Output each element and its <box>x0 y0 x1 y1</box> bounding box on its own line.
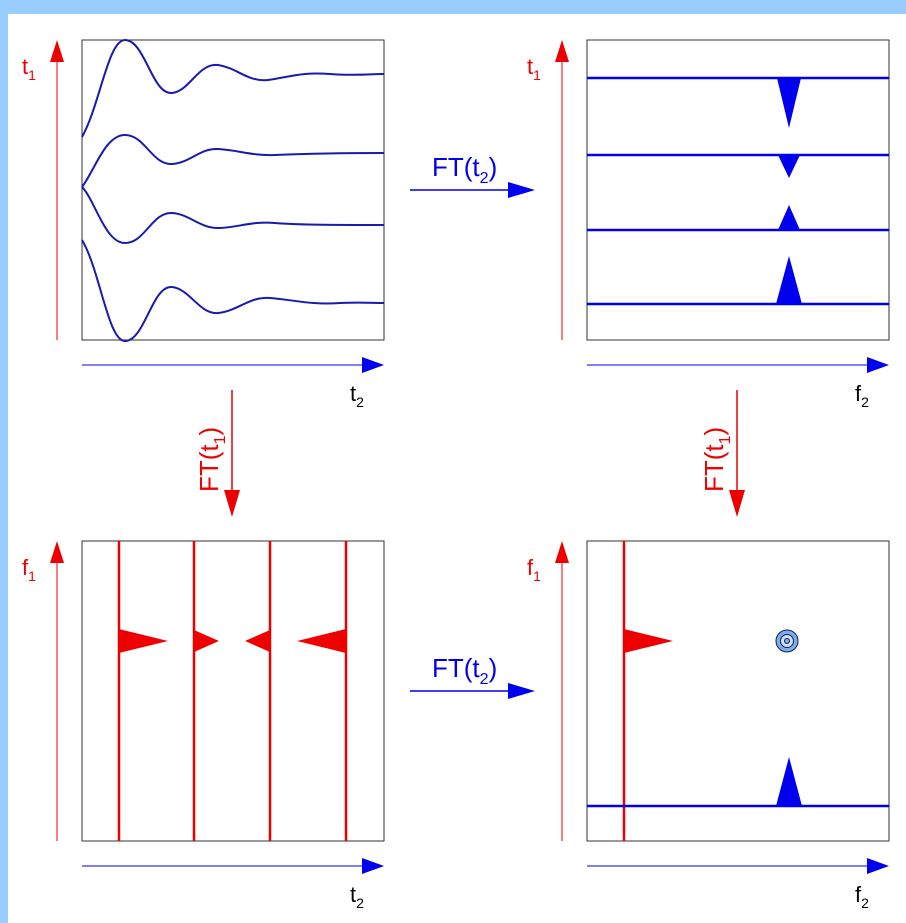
peak-right-large <box>119 629 168 653</box>
panel-frame <box>81 540 385 842</box>
x-axis-arrowhead <box>867 858 889 874</box>
f1-traces <box>117 541 348 841</box>
transform-label: FT(t2) <box>432 653 497 688</box>
y-axis-label: t1 <box>527 54 541 83</box>
x-axis-label: t2 <box>350 882 364 911</box>
fid-trace-1 <box>81 38 385 138</box>
panel-bottom-right: f1 f2 <box>527 540 890 911</box>
panel-top-right: t1 f2 <box>527 39 890 410</box>
diagram-canvas: t1 t2 t1 f2 <box>8 14 906 923</box>
y-axis-arrowhead <box>50 40 64 62</box>
transform-ft-t2-bottom: FT(t2) <box>410 653 535 699</box>
panel-bottom-left: f1 t2 <box>22 540 385 911</box>
transform-ft-t1-left: FT(t1) <box>194 390 240 517</box>
panel-top-left: t1 t2 <box>22 38 385 410</box>
y-axis-label: f1 <box>527 555 541 584</box>
transform-arrowhead <box>224 490 240 517</box>
fid-trace-4 <box>81 239 385 343</box>
x-axis-arrowhead <box>867 357 889 373</box>
peak-down-small <box>778 155 800 178</box>
y-axis-arrowhead <box>50 541 64 563</box>
transform-label: FT(t2) <box>432 152 497 187</box>
y-axis-label: t1 <box>22 54 36 83</box>
peak-up-small <box>778 205 800 230</box>
transform-label: FT(t1) <box>699 427 734 492</box>
f1-peaks <box>119 629 346 653</box>
cross-peak-contour <box>775 629 799 653</box>
peak-down-large <box>777 78 801 128</box>
contour-ring-inner <box>784 638 790 644</box>
transform-label: FT(t1) <box>194 427 229 492</box>
x-axis-arrowhead <box>362 357 384 373</box>
y-axis-label: f1 <box>22 555 36 584</box>
spectrum-peaks <box>776 78 802 304</box>
spectrum-rows <box>587 76 889 306</box>
peak-left-small <box>245 630 270 652</box>
panel-frame <box>81 39 385 341</box>
fid-signals <box>81 38 385 343</box>
peak-up-large <box>776 256 802 304</box>
f1-projection-peak <box>624 629 673 653</box>
transform-arrowhead <box>508 182 535 198</box>
y-axis-arrowhead <box>555 40 569 62</box>
panel-frame <box>586 540 890 842</box>
x-axis-label: f2 <box>855 381 869 410</box>
fourier-2d-diagram: t1 t2 t1 f2 <box>22 38 890 911</box>
peak-right-small <box>194 630 219 652</box>
transform-arrowhead <box>729 490 745 517</box>
fid-trace-2 <box>81 133 385 188</box>
x-axis-label: f2 <box>855 882 869 911</box>
x-axis-arrowhead <box>362 858 384 874</box>
y-axis-arrowhead <box>555 541 569 563</box>
transform-ft-t2-top: FT(t2) <box>410 152 535 198</box>
panel-frame <box>586 39 890 341</box>
fid-trace-3 <box>81 186 385 245</box>
x-axis-label: t2 <box>350 381 364 410</box>
transform-arrowhead <box>508 683 535 699</box>
f2-projection-peak <box>776 757 802 806</box>
transform-ft-t1-right: FT(t1) <box>699 390 745 517</box>
peak-left-large <box>297 629 346 653</box>
